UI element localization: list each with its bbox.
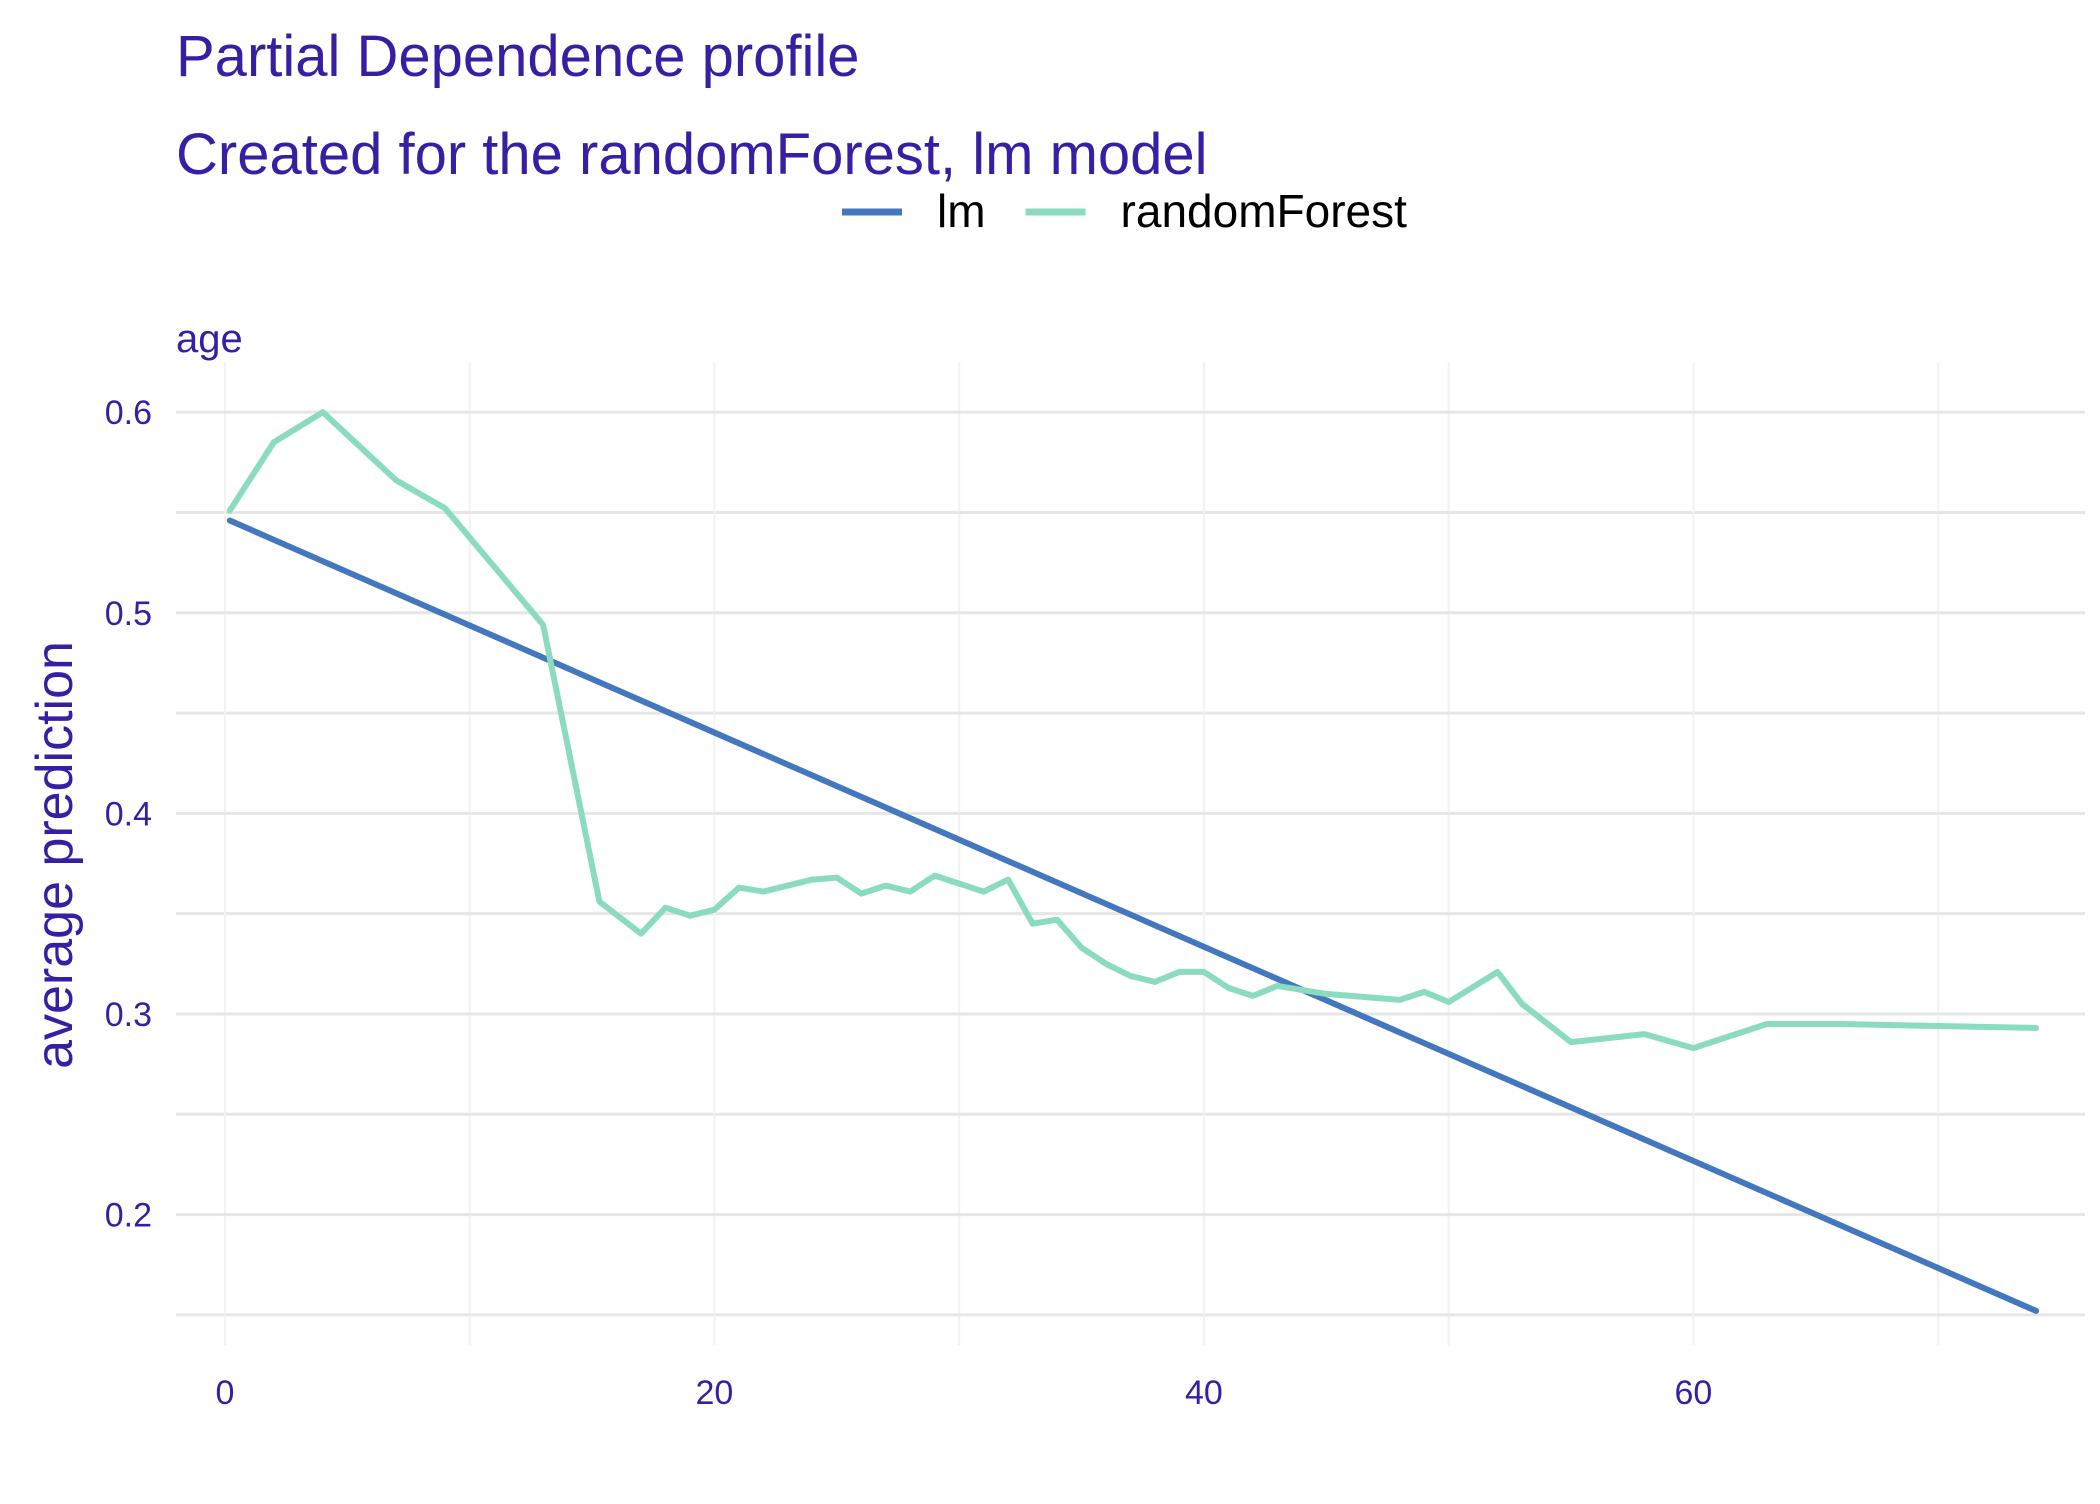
y-axis-title: average prediction bbox=[26, 641, 84, 1069]
legend-label-lm: lm bbox=[937, 185, 986, 237]
y-tick-label: 0.3 bbox=[105, 996, 152, 1034]
x-tick-label: 20 bbox=[696, 1374, 734, 1412]
x-tick-label: 0 bbox=[215, 1374, 234, 1412]
x-tick-label: 40 bbox=[1185, 1374, 1223, 1412]
major-gridlines bbox=[176, 362, 2085, 1345]
x-axis-tick-labels: 0 20 40 60 bbox=[215, 1374, 1712, 1412]
minor-gridlines bbox=[176, 362, 2085, 1345]
series-lines bbox=[226, 409, 2040, 1314]
panel-strip-label: age bbox=[176, 317, 243, 361]
series-line-randomForest bbox=[226, 409, 2040, 1052]
legend-label-randomForest: randomForest bbox=[1121, 185, 1408, 237]
x-tick-label: 60 bbox=[1674, 1374, 1712, 1412]
series-line-lm bbox=[226, 517, 2040, 1314]
y-tick-label: 0.4 bbox=[105, 795, 152, 833]
chart-title: Partial Dependence profile bbox=[176, 24, 860, 89]
y-axis-tick-labels: 0.2 0.3 0.4 0.5 0.6 bbox=[105, 394, 152, 1234]
chart-subtitle: Created for the randomForest, lm model bbox=[176, 122, 1208, 187]
y-tick-label: 0.5 bbox=[105, 595, 152, 633]
legend: lm randomForest bbox=[842, 185, 1407, 237]
y-tick-label: 0.2 bbox=[105, 1197, 152, 1235]
y-tick-label: 0.6 bbox=[105, 394, 152, 432]
